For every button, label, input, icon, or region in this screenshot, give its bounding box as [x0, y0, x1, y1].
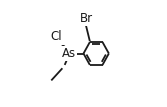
Text: Cl: Cl: [51, 30, 62, 43]
Text: Br: Br: [80, 12, 93, 25]
Text: As: As: [62, 47, 76, 60]
